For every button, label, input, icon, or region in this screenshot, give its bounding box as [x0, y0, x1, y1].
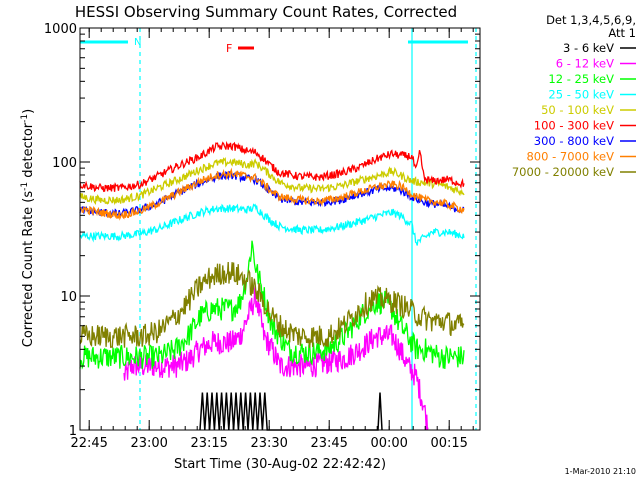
x-tick-label: 23:00	[130, 436, 167, 451]
legend-title: Det 1,3,4,5,6,9,	[546, 13, 636, 27]
series-line-2	[123, 286, 429, 431]
x-tick-label: 23:45	[310, 436, 347, 451]
legend-entry-label: 12 - 25 keV	[548, 72, 614, 86]
series-layer	[79, 140, 465, 431]
x-tick-label: 00:00	[370, 436, 407, 451]
legend-entry-label: 6 - 12 keV	[556, 57, 614, 71]
y-axis-label-end: )	[21, 109, 36, 114]
date-stamp: 1-Mar-2010 21:10	[565, 467, 636, 476]
y-axis-label-exp1: -1	[20, 182, 30, 191]
y-tick-label: 10	[60, 290, 77, 305]
legend-entry-label: 25 - 50 keV	[548, 88, 614, 102]
series-line-8	[79, 167, 465, 221]
y-axis-label-mid: detector	[21, 122, 36, 182]
series-line-3	[79, 240, 465, 370]
night-label: N	[134, 37, 141, 48]
chart-title: HESSI Observing Summary Count Rates, Cor…	[75, 3, 457, 21]
series-line-1	[199, 392, 383, 431]
legend-entry-label: 100 - 300 keV	[534, 119, 614, 133]
x-tick-label: 23:30	[250, 436, 287, 451]
y-tick-label: 100	[52, 156, 77, 171]
legend-entry-label: 7000 - 20000 keV	[512, 165, 614, 179]
series-line-4	[79, 203, 465, 246]
series-line-9	[79, 261, 465, 349]
x-tick-label: 22:45	[70, 436, 107, 451]
x-axis-label: Start Time (30-Aug-02 22:42:42)	[174, 457, 386, 472]
y-axis-label-exp2: -1	[20, 114, 30, 123]
legend-entry-label: 50 - 100 keV	[541, 103, 614, 117]
y-axis-label-main: Corrected Count Rate (s	[21, 191, 36, 348]
plot-frame	[79, 27, 481, 431]
legend-subtitle: Att 1	[608, 26, 636, 40]
legend-entry-label: 300 - 800 keV	[534, 134, 614, 148]
series-line-6	[79, 140, 465, 193]
x-tick-label: 23:15	[190, 436, 227, 451]
legend-entry-label: 800 - 7000 keV	[526, 150, 614, 164]
x-tick-label: 00:15	[430, 436, 467, 451]
y-axis-label: Corrected Count Rate (s-1 detector-1)	[20, 109, 36, 347]
legend: Det 1,3,4,5,6,9, Att 1 3 - 6 keV 6 - 12 k…	[512, 13, 636, 179]
y-tick-label: 1000	[44, 22, 77, 37]
y-tick-label: 1	[69, 424, 77, 439]
flare-label: F	[226, 42, 232, 55]
series-line-5	[79, 157, 465, 206]
legend-entry-label: 3 - 6 keV	[563, 41, 614, 55]
axes-layer: 1 10 100 1000 22:45 23:00 23:15 23:30 23:45 00:00…	[44, 22, 481, 451]
